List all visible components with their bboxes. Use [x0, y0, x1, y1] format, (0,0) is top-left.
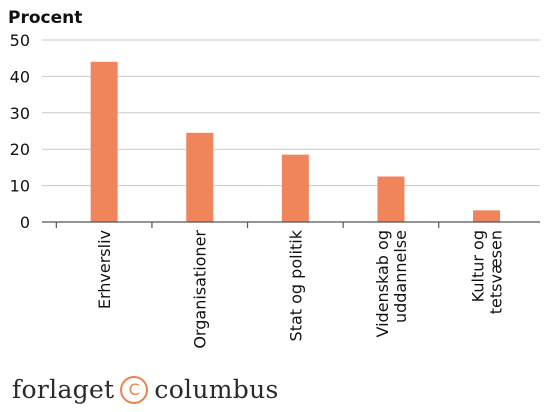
brand-right-text: columbus — [154, 375, 279, 404]
category-labels: Erhversliv Organisationer Stat og politik V… — [95, 229, 505, 348]
y-tick-label: 20 — [10, 140, 30, 159]
y-tick-label: 50 — [10, 31, 30, 50]
x-axis-ticks — [55, 222, 440, 228]
copyright-c-icon: C — [120, 376, 149, 404]
category-label: Erhversliv — [95, 230, 114, 309]
category-label-line: Videnskab og — [373, 230, 392, 338]
bar — [377, 176, 405, 222]
gridlines — [42, 39, 540, 187]
y-tick-label: 0 — [20, 213, 30, 232]
y-tick-label: 40 — [10, 67, 30, 86]
y-tick-label: 30 — [10, 104, 30, 123]
category-label-line: Kultur og — [469, 230, 488, 302]
category-label: Stat og politik — [286, 229, 305, 341]
bar — [473, 210, 501, 222]
y-tick-label: 10 — [10, 177, 30, 196]
category-label-line: Erhversliv — [95, 230, 114, 309]
bar — [186, 132, 214, 222]
category-label-line: tetsvæsen — [487, 230, 506, 314]
y-axis-title: Procent — [8, 8, 82, 28]
category-label: Organisationer — [191, 230, 210, 349]
category-label-line: Organisationer — [191, 230, 210, 349]
bar — [281, 154, 309, 222]
y-axis-ticks: 0 10 20 30 40 50 — [10, 31, 30, 232]
category-label-line: uddannelse — [391, 230, 410, 323]
category-label: Kultur og tetsvæsen — [469, 230, 506, 314]
category-label: Videnskab og uddannelse — [373, 230, 410, 338]
category-label-line: Stat og politik — [286, 229, 305, 341]
bar — [90, 61, 118, 223]
brand-left-text: forlaget — [12, 375, 115, 404]
bars — [90, 61, 501, 223]
